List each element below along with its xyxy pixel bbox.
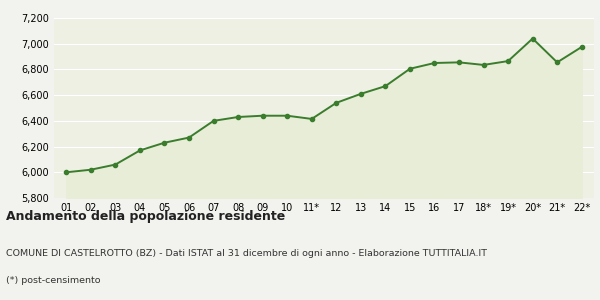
Text: COMUNE DI CASTELROTTO (BZ) - Dati ISTAT al 31 dicembre di ogni anno - Elaborazio: COMUNE DI CASTELROTTO (BZ) - Dati ISTAT …	[6, 249, 487, 258]
Text: Andamento della popolazione residente: Andamento della popolazione residente	[6, 210, 285, 223]
Text: (*) post-censimento: (*) post-censimento	[6, 276, 101, 285]
